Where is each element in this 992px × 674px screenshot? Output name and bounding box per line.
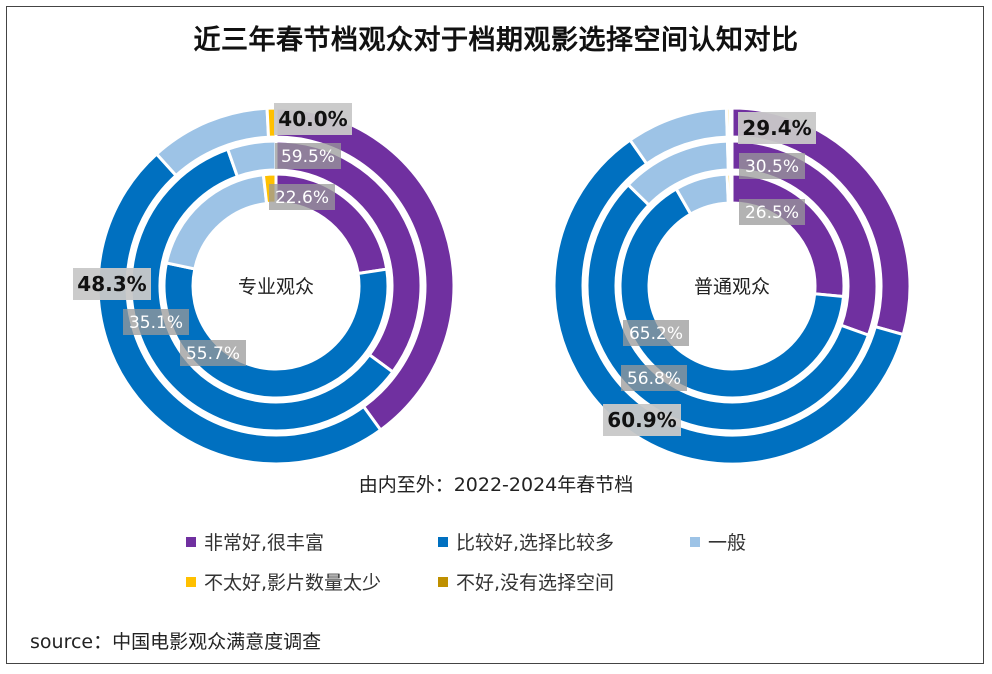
data-label-text: 26.5%	[745, 203, 799, 223]
data-label-text: 59.5%	[281, 147, 335, 167]
data-label-text: 30.5%	[745, 157, 799, 177]
donut-segment	[129, 147, 395, 433]
data-label-box	[123, 309, 189, 335]
donut-segment	[552, 137, 906, 466]
legend-item-very-good: 非常好,很丰富	[186, 528, 324, 555]
data-label-text: 48.3%	[77, 272, 146, 296]
data-label-text: 55.7%	[186, 344, 240, 364]
donut-segment	[618, 186, 846, 400]
legend-item-not-good: 不太好,影片数量太少	[186, 568, 381, 595]
source-note: source：中国电影观众满意度调查	[30, 631, 322, 653]
donut-segment	[585, 182, 871, 433]
data-label-box	[739, 199, 805, 225]
data-label-text: 56.8%	[627, 369, 681, 389]
data-label: 30.5%	[739, 153, 805, 179]
data-label-text: 60.9%	[607, 408, 676, 432]
data-label: 40.0%	[274, 103, 352, 135]
legend-item-good: 比较好,选择比较多	[438, 528, 614, 555]
legend-item-bad: 不好,没有选择空间	[438, 568, 614, 595]
data-label-box	[73, 268, 151, 300]
data-label-box	[269, 184, 335, 210]
donut-center-label: 专业观众	[238, 276, 314, 298]
data-label: 26.5%	[739, 199, 805, 225]
legend-item-average: 一般	[690, 528, 746, 555]
legend-swatch	[438, 576, 448, 587]
data-label-text: 29.4%	[742, 116, 811, 140]
legend-swatch	[186, 576, 196, 587]
legend-label: 一般	[708, 532, 747, 554]
data-label-box	[739, 153, 805, 179]
data-label-box	[623, 320, 689, 346]
data-label-box	[180, 340, 246, 366]
data-label: 59.5%	[275, 143, 341, 169]
donut-segment	[728, 106, 734, 139]
legend-swatch	[690, 536, 700, 547]
data-label: 65.2%	[623, 320, 689, 346]
legend-label: 不太好,影片数量太少	[204, 572, 382, 594]
legend-swatch	[438, 536, 448, 547]
donut-segment	[728, 139, 734, 172]
data-label-box	[738, 112, 816, 144]
legend-label: 比较好,选择比较多	[456, 532, 615, 554]
data-label-box	[275, 143, 341, 169]
chart-subtitle: 由内至外：2022-2024年春节档	[358, 474, 634, 496]
data-label-text: 22.6%	[275, 188, 329, 208]
data-label-box	[621, 365, 687, 391]
chart-title: 近三年春节档观众对于档期观影选择空间认知对比	[193, 25, 799, 56]
donut-segment	[225, 139, 278, 179]
data-label: 29.4%	[738, 112, 816, 144]
data-label-text: 65.2%	[629, 324, 683, 344]
legend-swatch	[186, 536, 196, 547]
legend-label: 非常好,很丰富	[204, 532, 325, 554]
donut-segment	[265, 106, 278, 139]
legend-label: 不好,没有选择空间	[456, 572, 615, 594]
data-label: 56.8%	[621, 365, 687, 391]
donut-center-label: 普通观众	[694, 276, 770, 298]
data-label: 22.6%	[269, 184, 335, 210]
data-label: 35.1%	[123, 309, 189, 335]
data-label-box	[274, 103, 352, 135]
data-label-text: 35.1%	[129, 313, 183, 333]
data-label: 55.7%	[180, 340, 246, 366]
data-label-box	[603, 404, 681, 436]
donut-segment	[729, 172, 734, 205]
data-label-text: 40.0%	[278, 107, 347, 131]
data-label: 48.3%	[73, 268, 151, 300]
data-label: 60.9%	[603, 404, 681, 436]
